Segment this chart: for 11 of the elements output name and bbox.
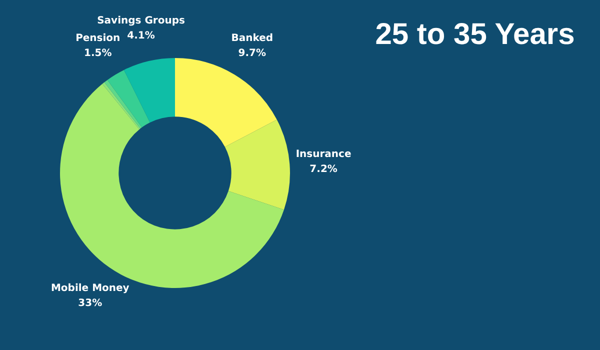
slice-label: Mobile Money (50, 283, 130, 294)
slice-label: Insurance (296, 148, 352, 160)
data-label: 9.7% (238, 48, 266, 60)
text: 25 to 35 Years (374, 18, 576, 52)
slice-label: Savings Groups (97, 16, 185, 27)
data-label: 1.5% (84, 48, 112, 60)
data-label: 33% (78, 298, 102, 310)
data-label: 7.2% (310, 164, 338, 175)
slice-label: Banked (231, 33, 274, 44)
data-label: 4.1% (127, 30, 155, 42)
slice-label: Pension (76, 33, 120, 44)
